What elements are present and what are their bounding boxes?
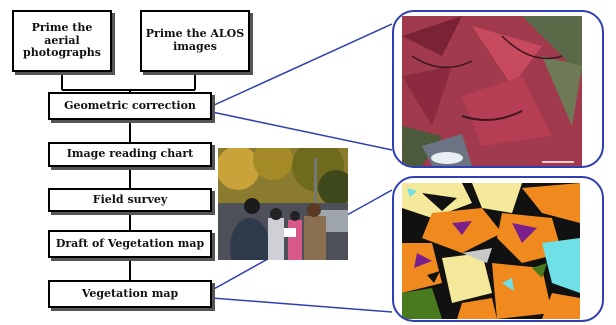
geometric-correction-label: Geometric correction	[64, 98, 196, 112]
satellite-image-frame	[392, 10, 604, 168]
geometric-correction-box: Geometric correction	[48, 92, 212, 120]
image-reading-box: Image reading chart	[48, 142, 212, 167]
prime-aerial-label: Prime the aerial photographs	[23, 21, 101, 60]
image-reading-label: Image reading chart	[66, 147, 194, 161]
satellite-image	[402, 16, 582, 166]
draft-vegetation-box: Draft of Vegetation map	[48, 230, 212, 258]
vegetation-map-frame	[392, 176, 604, 322]
field-survey-label: Field survey	[92, 192, 168, 206]
draft-vegetation-label: Draft of Vegetation map	[55, 236, 205, 250]
prime-alos-box: Prime the ALOS images	[140, 10, 250, 72]
field-survey-box: Field survey	[48, 188, 212, 212]
prime-aerial-box: Prime the aerial photographs	[12, 10, 112, 72]
field-survey-photo	[218, 148, 348, 260]
vegetation-map-image	[402, 183, 580, 319]
vegetation-map-box: Vegetation map	[48, 280, 212, 308]
prime-alos-label: Prime the ALOS images	[145, 27, 245, 53]
vegetation-map-label: Vegetation map	[81, 286, 179, 300]
